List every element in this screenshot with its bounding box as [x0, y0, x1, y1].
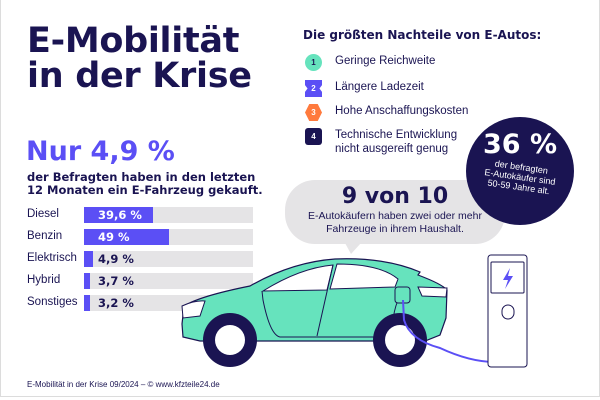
headline-text-line-1: der Befragten haben in den letzten — [27, 170, 256, 184]
disadvantage-text: Hohe Anschaffungskosten — [335, 105, 468, 119]
bar-category-label: Diesel — [27, 208, 59, 220]
electric-car-icon — [181, 258, 448, 367]
headline-text-line-2: 12 Monaten ein E-Fahrzeug gekauft. — [27, 183, 263, 197]
stat-bubble-value: 9 von 10 — [341, 184, 449, 209]
disadvantage-text: Geringe Reichweite — [335, 55, 435, 69]
disadvantage-text: Technische Entwicklung nicht ausgereift g… — [335, 129, 457, 156]
bar — [84, 229, 170, 245]
bar-value-label: 49 % — [98, 230, 130, 244]
bar-value-label: 4,9 % — [98, 252, 134, 266]
bubble-tail — [345, 243, 361, 254]
disadvantage-line-1: Technische Entwicklung — [335, 129, 458, 141]
disadvantage-text: Längere Ladezeit — [335, 81, 424, 95]
number-badge-icon: 3 — [305, 104, 322, 121]
bar-row: Hybrid 3,7 % — [27, 273, 257, 289]
bar-track: 4,9 % — [84, 251, 253, 267]
disadvantage-line-1: Längere Ladezeit — [335, 81, 424, 93]
disadvantage-line-1: Geringe Reichweite — [335, 55, 436, 67]
bar-category-label: Elektrisch — [27, 252, 77, 264]
title-line-1: E-Mobilität — [27, 21, 240, 61]
stat-circle-value: 36 % — [482, 129, 558, 160]
stat-bubble-line-1: E-Autokäufern haben zwei oder mehr — [308, 210, 482, 222]
disadvantage-line-2: nicht ausgereift genug — [335, 142, 449, 155]
bar-category-label: Benzin — [27, 230, 63, 242]
disadvantage-item: 2 Längere Ladezeit — [305, 80, 424, 97]
stat-circle: 36 % der befragten E-Autokäufer sind 50-… — [466, 117, 574, 225]
number-badge-icon: 4 — [305, 128, 322, 145]
headline-text: der Befragten haben in den letzten 12 Mo… — [27, 171, 263, 197]
stat-circle-text: der befragten E-Autokäufer sind 50-59 Ja… — [464, 155, 575, 200]
number-badge-icon: 1 — [305, 54, 322, 71]
disadvantage-item: 1 Geringe Reichweite — [305, 54, 435, 71]
bar-value-label: 3,2 % — [98, 296, 134, 310]
bar-value-label: 3,7 % — [98, 274, 134, 288]
disadvantage-item: 4 Technische Entwicklung nicht ausgereift … — [305, 128, 457, 156]
bar-track: 49 % — [84, 229, 253, 245]
bar-category-label: Sonstiges — [27, 296, 78, 308]
bar-track: 3,7 % — [84, 273, 253, 289]
stat-bubble-line-2: Fahrzeuge in ihrem Haushalt. — [326, 223, 464, 235]
page-title: E-Mobilität in der Krise — [27, 24, 252, 94]
bar — [84, 207, 153, 223]
disadvantages-heading: Die größten Nachteile von E-Autos: — [303, 28, 542, 42]
stat-bubble: 9 von 10 E-Autokäufern haben zwei oder m… — [285, 180, 505, 244]
bar — [84, 273, 91, 289]
charging-station-icon — [487, 254, 528, 368]
bar-row: Elektrisch 4,9 % — [27, 251, 257, 267]
footer-credit: E-Mobilität in der Krise 09/2024 – © www… — [27, 380, 220, 389]
headline-value: Nur 4,9 % — [26, 136, 175, 167]
title-line-2: in der Krise — [27, 56, 252, 96]
lightning-bolt-icon — [503, 268, 513, 289]
bar-category-label: Hybrid — [27, 274, 61, 286]
disadvantage-line-1: Hohe Anschaffungskosten — [335, 105, 469, 117]
disadvantage-item: 3 Hohe Anschaffungskosten — [305, 104, 468, 121]
bar-track: 39,6 % — [84, 207, 253, 223]
bar-value-label: 39,6 % — [98, 208, 142, 222]
number-badge-icon: 2 — [305, 80, 322, 97]
bar-row: Benzin 49 % — [27, 229, 257, 245]
bar-chart: Diesel 39,6 % Benzin 49 % Elektrisch 4,9 % Hyb… — [27, 207, 257, 317]
bar — [84, 251, 93, 267]
bar — [84, 295, 90, 311]
bar-row: Diesel 39,6 % — [27, 207, 257, 223]
